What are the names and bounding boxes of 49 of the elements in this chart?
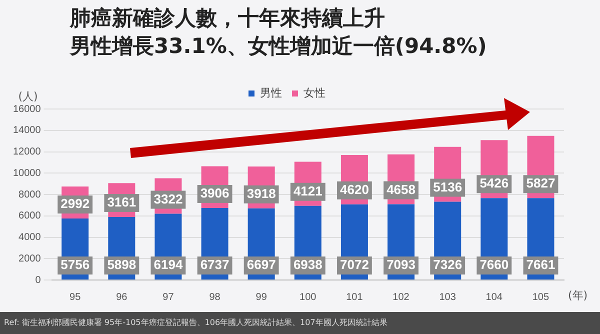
chart-title: 肺癌新確診人數，十年來持續上升 — [70, 5, 386, 32]
data-label: 5136 — [433, 179, 462, 194]
data-label: 5756 — [60, 257, 90, 272]
data-label: 7326 — [433, 257, 462, 272]
data-label: 5827 — [526, 176, 556, 191]
data-label: 5426 — [480, 176, 509, 191]
text: Ref: 衛生福利部國民健康署 95年-105年癌症登記報告、106年國人死因統計結果、107年國人死因統計結果 — [4, 318, 388, 327]
x-tick-label: 95 — [70, 292, 82, 303]
chart-subtitle: 男性增長33.1%、女性增加近一倍(94.8%) — [70, 33, 487, 60]
data-label: 3906 — [200, 186, 230, 201]
data-label: 7093 — [386, 257, 416, 272]
x-tick-label: 100 — [300, 292, 317, 303]
x-tick-label: 98 — [209, 292, 221, 303]
y-tick-label: 6000 — [18, 210, 42, 222]
x-axis-title: (年) — [568, 288, 588, 302]
y-axis-title: (人) — [18, 90, 38, 103]
y-tick-label: 16000 — [12, 104, 42, 115]
y-tick-label: 2000 — [18, 253, 42, 264]
x-tick-label: 104 — [486, 292, 503, 303]
y-tick-label: 8000 — [18, 189, 42, 200]
legend-label: 男性 — [260, 86, 282, 100]
data-label: 6737 — [200, 257, 230, 272]
data-label: 6938 — [293, 257, 322, 272]
y-tick-label: 14000 — [12, 125, 42, 136]
x-tick-label: 105 — [532, 292, 550, 303]
data-label: 7072 — [340, 257, 369, 272]
y-tick-label: 10000 — [12, 168, 42, 179]
x-tick-label: 101 — [346, 292, 364, 303]
data-label: 6697 — [246, 257, 276, 272]
x-tick-label: 99 — [256, 292, 268, 303]
data-label: 4658 — [386, 182, 416, 197]
data-label: 6194 — [154, 257, 184, 272]
x-tick-label: 102 — [392, 292, 410, 303]
data-label: 3322 — [154, 191, 183, 206]
data-label: 4620 — [340, 182, 369, 197]
data-label: 5898 — [107, 257, 136, 272]
data-label: 4121 — [293, 183, 322, 198]
x-tick-label: 103 — [439, 292, 456, 303]
data-label: 7661 — [526, 257, 556, 272]
data-label: 3918 — [246, 186, 276, 202]
y-tick-label: 12000 — [12, 146, 42, 158]
x-tick-label: 96 — [116, 292, 128, 303]
legend-label: 女性 — [304, 86, 326, 100]
x-tick-label: 97 — [162, 292, 174, 303]
y-tick-label: 4000 — [18, 232, 42, 243]
y-tick-label: 0 — [35, 274, 42, 286]
data-label: 2992 — [60, 196, 90, 212]
data-label: 7660 — [480, 257, 509, 272]
data-label: 3161 — [107, 194, 136, 210]
